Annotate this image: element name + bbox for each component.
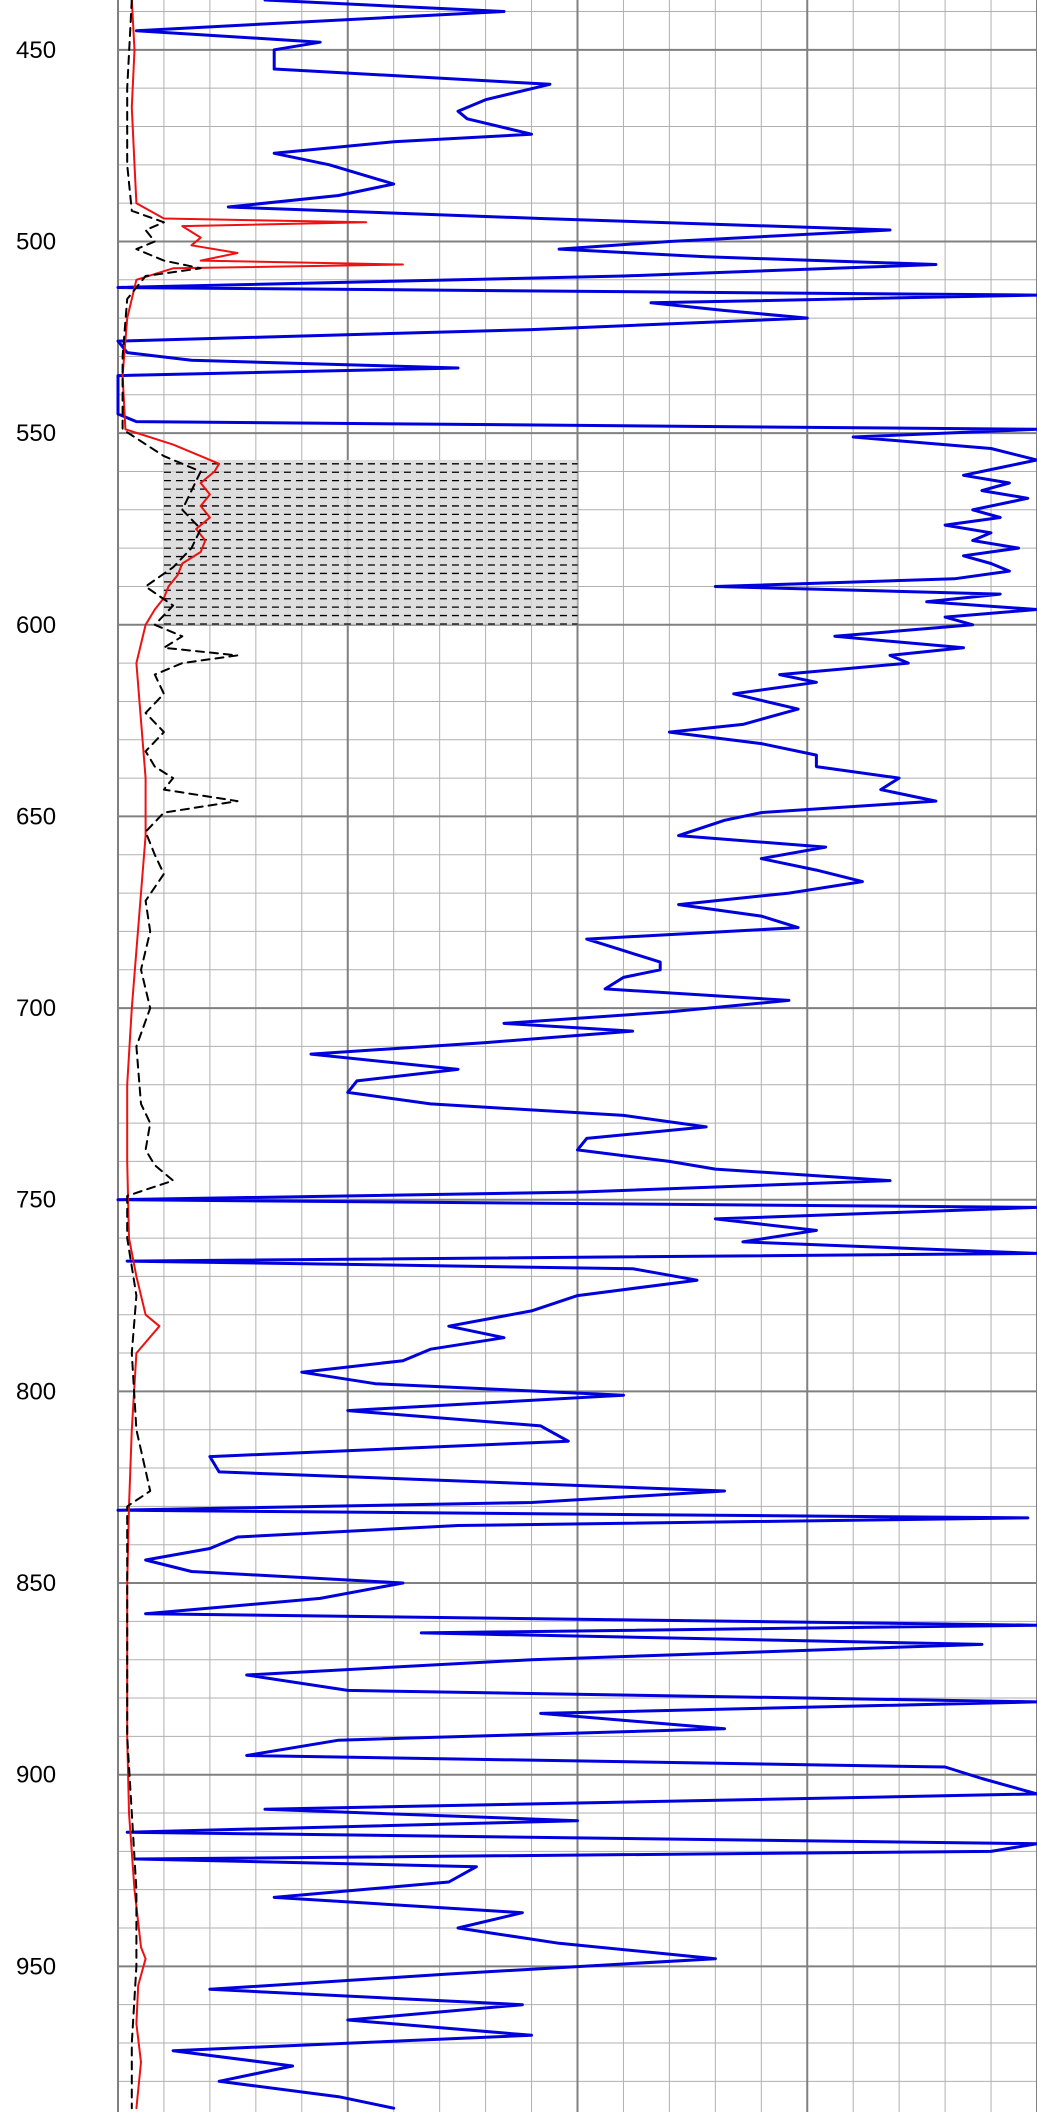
depth-tick-label: 600 (16, 612, 56, 639)
red-curve (121, 0, 404, 2110)
depth-tick-label: 550 (16, 420, 56, 447)
depth-tick-label: 450 (16, 37, 56, 64)
log-curves (116, 0, 1037, 2110)
depth-tick-label: 650 (16, 803, 56, 830)
shaded-zones (163, 459, 578, 625)
depth-tick-label: 500 (16, 228, 56, 255)
shaded-zone (163, 459, 578, 625)
depth-tick-label: 900 (16, 1762, 56, 1789)
depth-axis: 450 500 550 600 650 700 750 800 850 900 950 (16, 37, 56, 1981)
depth-tick-label: 750 (16, 1187, 56, 1214)
depth-tick-label: 800 (16, 1378, 56, 1405)
depth-tick-label: 850 (16, 1570, 56, 1597)
depth-tick-label: 700 (16, 995, 56, 1022)
black-dashed-curve (121, 0, 239, 2110)
depth-tick-label: 950 (16, 1953, 56, 1980)
